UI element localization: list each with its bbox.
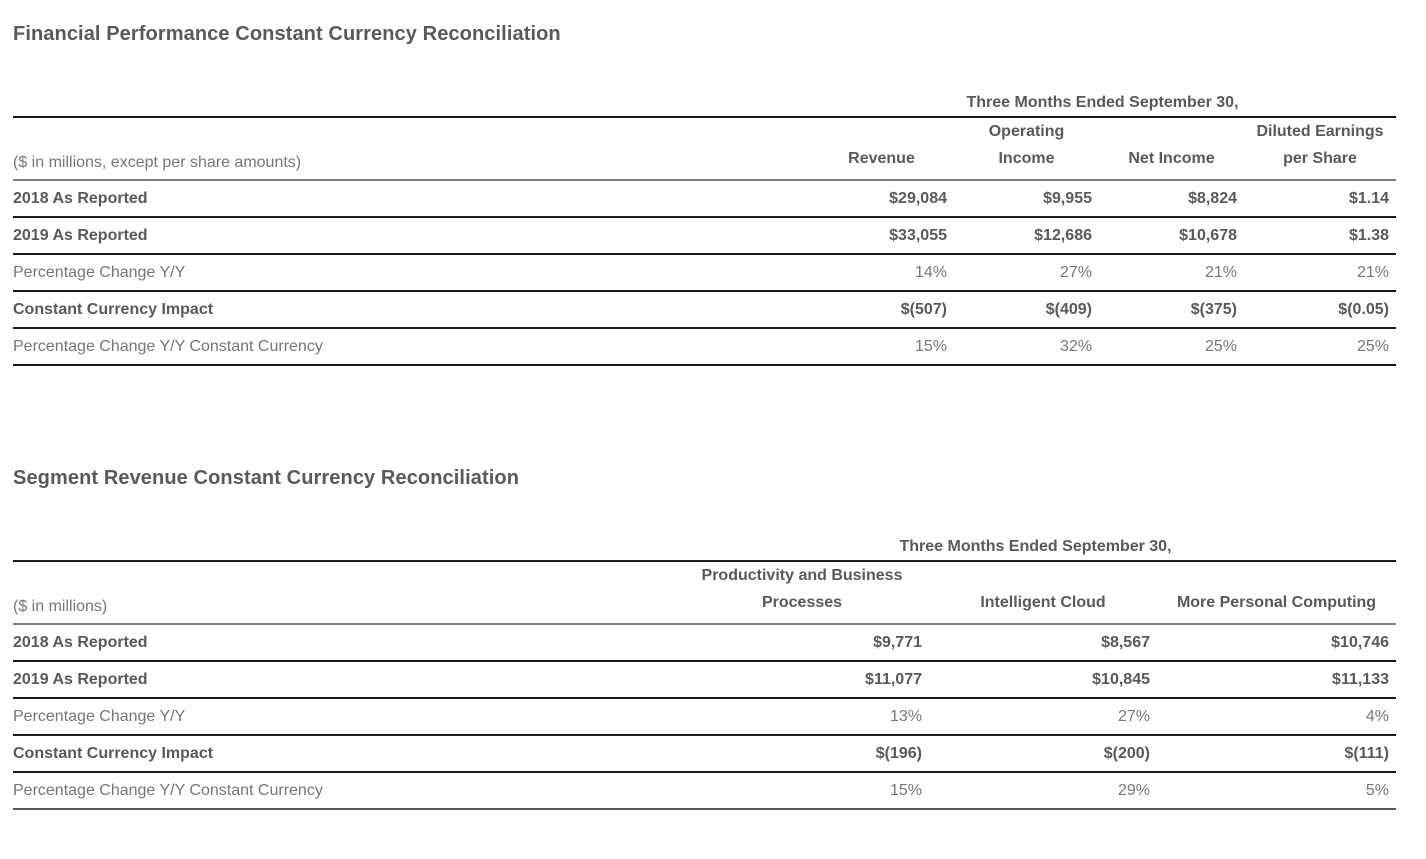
cell-value: 27% <box>954 254 1099 292</box>
section-title-segment-revenue: Segment Revenue Constant Currency Reconc… <box>13 467 520 489</box>
cell-value: 4% <box>1157 698 1396 736</box>
cell-value: 32% <box>954 328 1099 366</box>
column-header: Operating Income <box>954 117 1099 181</box>
cell-value: $10,746 <box>1157 624 1396 662</box>
cell-value: $(196) <box>675 735 929 773</box>
segment-revenue-section: Segment Revenue Constant Currency Reconc… <box>13 466 1396 810</box>
cell-value: 13% <box>675 698 929 736</box>
table-row: 2019 As Reported $33,055 $12,686 $10,678 $1.… <box>13 217 1396 255</box>
row-label: 2019 As Reported <box>13 661 675 699</box>
cell-value: 25% <box>1099 328 1244 366</box>
cell-value: $(375) <box>1099 291 1244 329</box>
cell-value: 29% <box>929 772 1157 810</box>
cell-value: $(507) <box>809 291 954 329</box>
cell-value: 25% <box>1244 328 1396 366</box>
period-spacer <box>13 82 809 118</box>
financial-performance-section: Financial Performance Constant Currency … <box>13 22 1396 366</box>
table-row: Percentage Change Y/Y 13% 27% 4% <box>13 698 1396 736</box>
period-header-row: Three Months Ended September 30, <box>13 526 1396 562</box>
cell-value: $10,845 <box>929 661 1157 699</box>
cell-value: $12,686 <box>954 217 1099 255</box>
cell-value: 21% <box>1244 254 1396 292</box>
row-label: Percentage Change Y/Y Constant Currency <box>13 772 675 810</box>
cell-value: $29,084 <box>809 180 954 218</box>
table-row: Constant Currency Impact $(507) $(409) $(37… <box>13 291 1396 329</box>
cell-value: $8,567 <box>929 624 1157 662</box>
cell-value: $9,955 <box>954 180 1099 218</box>
cell-value: 14% <box>809 254 954 292</box>
cell-value: 27% <box>929 698 1157 736</box>
period-header: Three Months Ended September 30, <box>675 526 1396 562</box>
table-row: Percentage Change Y/Y 14% 27% 21% 21% <box>13 254 1396 292</box>
column-header-row: ($ in millions, except per share amounts… <box>13 117 1396 181</box>
row-label: 2019 As Reported <box>13 217 809 255</box>
row-label: Percentage Change Y/Y Constant Currency <box>13 328 809 366</box>
row-label: Constant Currency Impact <box>13 735 675 773</box>
cell-value: $(200) <box>929 735 1157 773</box>
cell-value: $(111) <box>1157 735 1396 773</box>
period-spacer <box>13 526 675 562</box>
column-header: More Personal Computing <box>1157 561 1396 625</box>
cell-value: $1.38 <box>1244 217 1396 255</box>
column-header: Productivity and Business Processes <box>675 561 929 625</box>
column-header: Intelligent Cloud <box>929 561 1157 625</box>
cell-value: 5% <box>1157 772 1396 810</box>
table-row: 2018 As Reported $9,771 $8,567 $10,746 <box>13 624 1396 662</box>
column-header: Revenue <box>809 117 954 181</box>
table-row: Percentage Change Y/Y Constant Currency 1… <box>13 328 1396 366</box>
row-label: Percentage Change Y/Y <box>13 254 809 292</box>
column-header: Net Income <box>1099 117 1244 181</box>
unit-label: ($ in millions) <box>13 561 675 625</box>
unit-label: ($ in millions, except per share amounts… <box>13 117 809 181</box>
cell-value: $11,133 <box>1157 661 1396 699</box>
cell-value: $9,771 <box>675 624 929 662</box>
cell-value: $33,055 <box>809 217 954 255</box>
row-label: Constant Currency Impact <box>13 291 809 329</box>
section-title-financial-performance: Financial Performance Constant Currency … <box>13 23 561 45</box>
document: Financial Performance Constant Currency … <box>13 22 1396 810</box>
cell-value: $(0.05) <box>1244 291 1396 329</box>
period-header-row: Three Months Ended September 30, <box>13 82 1396 118</box>
period-header: Three Months Ended September 30, <box>809 82 1396 118</box>
segment-revenue-table: Three Months Ended September 30, ($ in mi… <box>13 526 1396 810</box>
column-header: Diluted Earnings per Share <box>1244 117 1396 181</box>
table-row: 2019 As Reported $11,077 $10,845 $11,133 <box>13 661 1396 699</box>
cell-value: $1.14 <box>1244 180 1396 218</box>
row-label: Percentage Change Y/Y <box>13 698 675 736</box>
cell-value: $10,678 <box>1099 217 1244 255</box>
cell-value: 15% <box>675 772 929 810</box>
financial-performance-table: Three Months Ended September 30, ($ in mi… <box>13 82 1396 366</box>
cell-value: 21% <box>1099 254 1244 292</box>
row-label: 2018 As Reported <box>13 180 809 218</box>
column-header-row: ($ in millions) Productivity and Business… <box>13 561 1396 625</box>
cell-value: $(409) <box>954 291 1099 329</box>
cell-value: 15% <box>809 328 954 366</box>
table-row: 2018 As Reported $29,084 $9,955 $8,824 $1.14 <box>13 180 1396 218</box>
table-row: Percentage Change Y/Y Constant Currency 1… <box>13 772 1396 810</box>
cell-value: $8,824 <box>1099 180 1244 218</box>
row-label: 2018 As Reported <box>13 624 675 662</box>
cell-value: $11,077 <box>675 661 929 699</box>
table-row: Constant Currency Impact $(196) $(200) $(11… <box>13 735 1396 773</box>
